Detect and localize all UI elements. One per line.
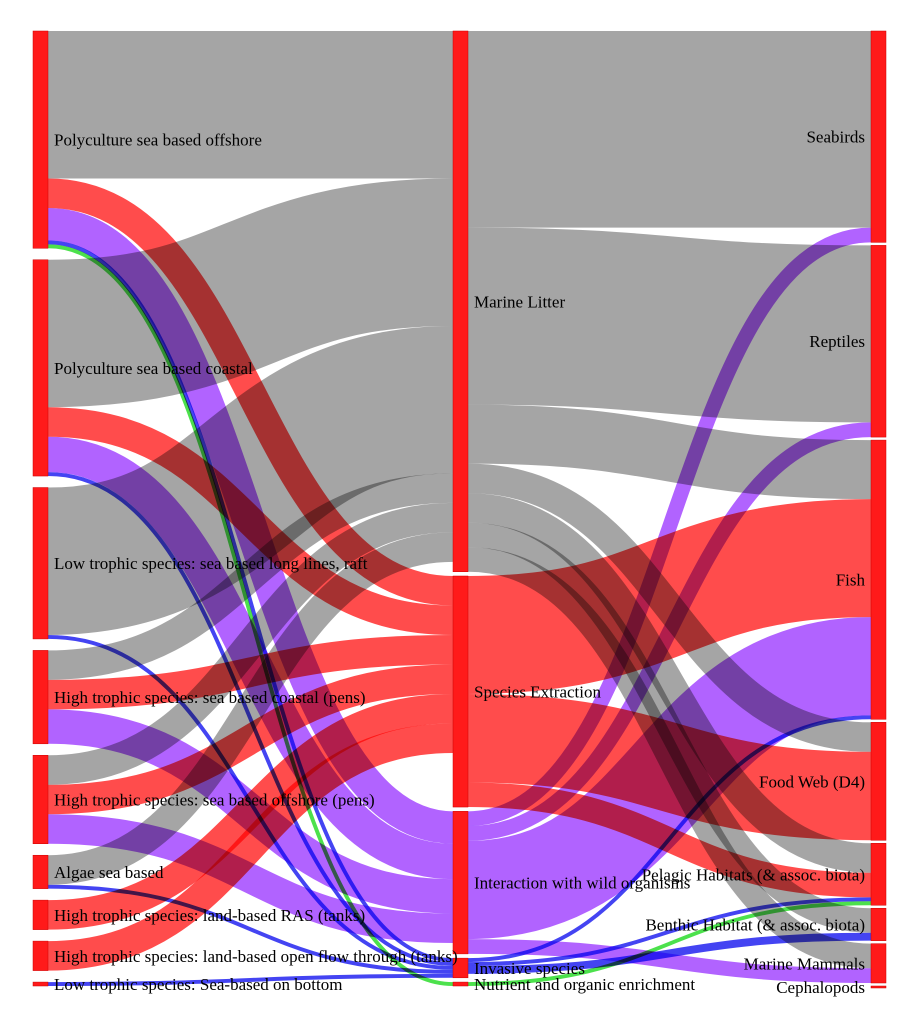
node-high-trophic-species-sea-based-coastal-pens bbox=[32, 650, 49, 745]
link-marine-litter-to-fish bbox=[467, 404, 872, 500]
link-polyculture-sea-based-coastal-to-invasive-species bbox=[47, 472, 454, 967]
link-low-trophic-species-sea-based-long-lines-raft-to-invasive-species bbox=[47, 634, 454, 970]
link-polyculture-sea-based-coastal-to-interaction-with-wild-organisms bbox=[47, 436, 454, 880]
nodes-layer bbox=[32, 30, 887, 989]
node-label-seabirds: Seabirds bbox=[806, 128, 865, 147]
node-label-food-web-d4: Food Web (D4) bbox=[759, 772, 865, 791]
node-high-trophic-species-sea-based-offshore-pens bbox=[32, 755, 49, 845]
node-marine-mammals bbox=[870, 943, 887, 984]
node-food-web-d4 bbox=[870, 722, 887, 841]
link-marine-litter-to-benthic-habitat-assoc-biota- bbox=[467, 522, 872, 933]
link-low-trophic-species-sea-based-on-bottom-to-invasive-species bbox=[47, 973, 454, 987]
node-label-low-trophic-species-sea-based-on-bottom: Low trophic species: Sea-based on bottom bbox=[54, 975, 342, 994]
node-invasive-species bbox=[452, 957, 469, 979]
node-label-algae-sea-based: Algae sea based bbox=[54, 863, 164, 882]
node-label-marine-litter: Marine Litter bbox=[474, 292, 565, 311]
node-label-interaction-with-wild-organisms: Interaction with wild organisms bbox=[474, 874, 690, 893]
node-cephalopods bbox=[870, 985, 887, 989]
node-seabirds bbox=[870, 30, 887, 243]
link-species-extraction-to-pelagic-habitats-assoc-biota- bbox=[467, 782, 872, 898]
node-polyculture-sea-based-offshore bbox=[32, 30, 49, 249]
node-label-high-trophic-species-sea-based-offshore-pens: High trophic species: sea based offshore… bbox=[54, 791, 375, 810]
node-label-nutrient-and-organic-enrichment: Nutrient and organic enrichment bbox=[474, 975, 695, 994]
node-label-invasive-species: Invasive species bbox=[474, 959, 585, 978]
link-polyculture-sea-based-offshore-to-interaction-with-wild-organisms bbox=[47, 207, 454, 844]
node-fish bbox=[870, 439, 887, 720]
link-high-trophic-species-land-based-open-flow-through-tanks-to-species-extraction bbox=[47, 723, 454, 971]
link-polyculture-sea-based-offshore-to-species-extraction bbox=[47, 178, 454, 606]
node-label-high-trophic-species-land-based-open-flow-through-tanks: High trophic species: land-based open fl… bbox=[54, 947, 458, 966]
node-label-pelagic-habitats-assoc-biota: Pelagic Habitats (& assoc. biota) bbox=[642, 865, 865, 884]
node-high-trophic-species-land-based-ras-tanks bbox=[32, 899, 49, 930]
node-label-cephalopods: Cephalopods bbox=[776, 978, 865, 997]
node-algae-sea-based bbox=[32, 854, 49, 889]
link-interaction-with-wild-organisms-to-marine-mammals bbox=[467, 939, 872, 983]
node-low-trophic-species-sea-based-on-bottom bbox=[32, 981, 49, 987]
node-high-trophic-species-land-based-open-flow-through-tanks bbox=[32, 940, 49, 971]
node-reptiles bbox=[870, 245, 887, 438]
link-polyculture-sea-based-offshore-to-invasive-species bbox=[47, 240, 454, 963]
node-label-high-trophic-species-land-based-ras-tanks: High trophic species: land-based RAS (ta… bbox=[54, 906, 365, 925]
labels-layer: Polyculture sea based offshore Polycultur… bbox=[54, 128, 865, 997]
link-polyculture-sea-based-offshore-to-nutrient-and-organic-enrichment bbox=[47, 244, 454, 987]
node-label-polyculture-sea-based-offshore: Polyculture sea based offshore bbox=[54, 131, 262, 150]
node-label-species-extraction: Species Extraction bbox=[474, 683, 601, 702]
link-marine-litter-to-reptiles bbox=[467, 227, 872, 423]
node-pelagic-habitats-assoc-biota bbox=[870, 843, 887, 906]
node-polyculture-sea-based-coastal bbox=[32, 259, 49, 477]
link-polyculture-sea-based-coastal-to-marine-litter bbox=[47, 178, 454, 408]
node-marine-litter bbox=[452, 30, 469, 572]
link-high-trophic-species-sea-based-coastal-pens-to-interaction-with-wild-organisms bbox=[47, 709, 454, 914]
node-label-benthic-habitat-assoc-biota: Benthic Habitat (& assoc. biota) bbox=[645, 915, 865, 934]
link-marine-litter-to-pelagic-habitats-assoc-biota- bbox=[467, 493, 872, 873]
node-interaction-with-wild-organisms bbox=[452, 811, 469, 955]
link-high-trophic-species-sea-based-offshore-pens-to-species-extraction bbox=[47, 664, 454, 815]
node-benthic-habitat-assoc-biota bbox=[870, 907, 887, 941]
link-marine-litter-to-food-web-d4- bbox=[467, 463, 872, 752]
node-label-low-trophic-species-sea-based-long-lines-raft: Low trophic species: sea based long line… bbox=[54, 554, 368, 573]
node-label-polyculture-sea-based-coastal: Polyculture sea based coastal bbox=[54, 359, 253, 378]
node-nutrient-and-organic-enrichment bbox=[452, 981, 469, 987]
node-label-high-trophic-species-sea-based-coastal-pens: High trophic species: sea based coastal … bbox=[54, 688, 366, 707]
links-layer bbox=[46, 30, 873, 987]
link-algae-sea-based-to-invasive-species bbox=[47, 884, 454, 974]
node-label-marine-mammals: Marine Mammals bbox=[744, 954, 865, 973]
node-species-extraction bbox=[452, 575, 469, 808]
link-marine-litter-to-marine-mammals bbox=[467, 547, 872, 969]
node-label-reptiles: Reptiles bbox=[809, 332, 865, 351]
node-low-trophic-species-sea-based-long-lines-raft bbox=[32, 487, 49, 640]
node-label-fish: Fish bbox=[836, 571, 866, 590]
